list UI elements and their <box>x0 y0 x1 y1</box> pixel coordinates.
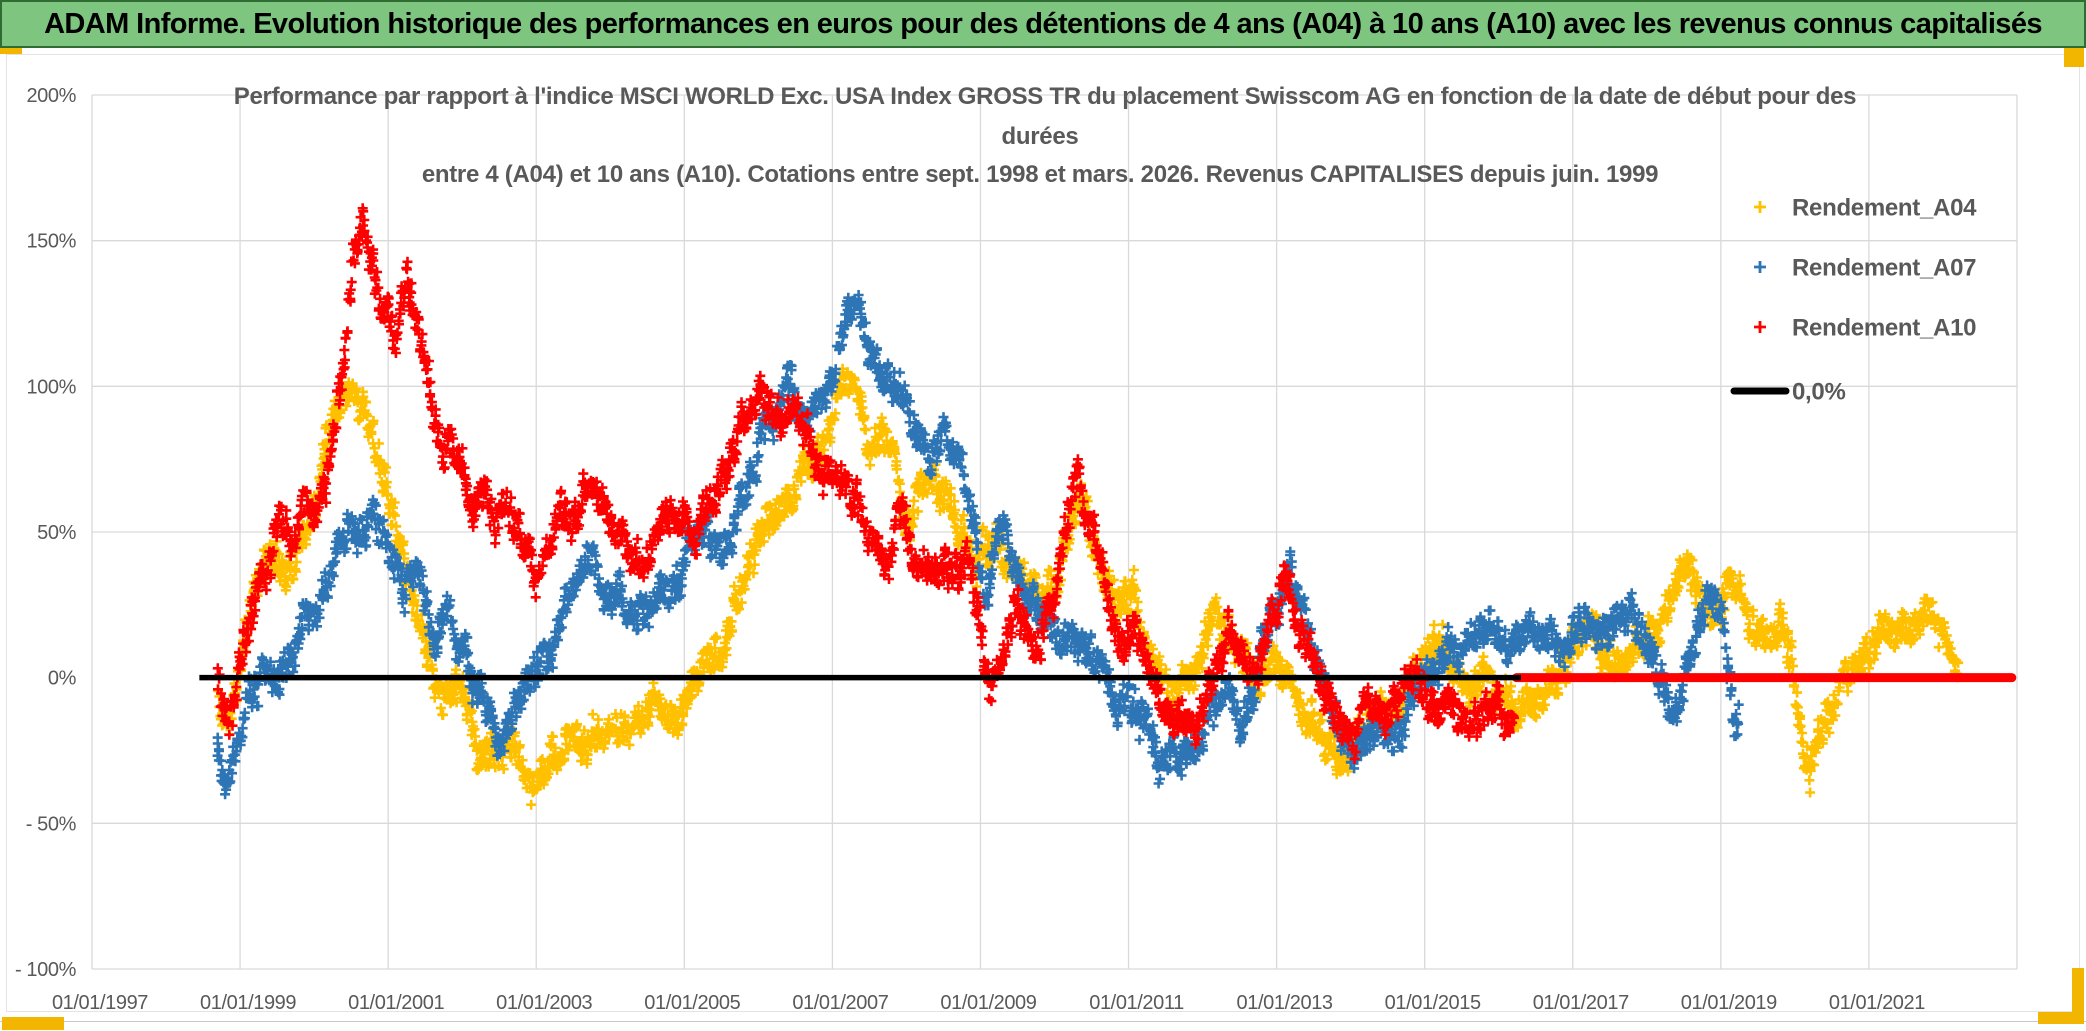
chart-title-line2: durées <box>1002 123 1079 150</box>
y-tick-label: 50% <box>37 522 76 544</box>
gold-accent-bottom-right <box>2038 1012 2084 1024</box>
scrollbar-track[interactable] <box>0 1021 2086 1031</box>
grid-layer <box>91 94 2018 970</box>
gold-accent-bottom-left <box>2 1017 64 1030</box>
legend-plus-marker-icon <box>1754 201 1766 213</box>
legend-item-rendement-a07[interactable]: Rendement_A07 <box>1754 255 1976 282</box>
header-title: ADAM Informe. Evolution historique des p… <box>44 7 2042 40</box>
series-layer <box>199 203 2017 810</box>
y-tick-label: - 50% <box>26 813 77 835</box>
x-tick-label: 01/01/2015 <box>1385 992 1481 1014</box>
chart-title-line3: entre 4 (A04) et 10 ans (A10). Cotations… <box>422 161 1658 188</box>
x-tick-label: 01/01/2001 <box>348 992 444 1014</box>
x-tick-label: 01/01/2003 <box>496 992 592 1014</box>
x-tick-label: 01/01/1999 <box>200 992 296 1014</box>
y-tick-label: 200% <box>26 85 76 107</box>
legend-label: Rendement_A10 <box>1792 315 1976 342</box>
series-rendement_a07-markers[interactable] <box>212 290 1744 800</box>
y-tick-label: 150% <box>26 231 76 253</box>
x-tick-label: 01/01/2021 <box>1829 992 1925 1014</box>
x-tick-label: 01/01/2005 <box>644 992 740 1014</box>
legend-item-0-0-[interactable]: 0,0% <box>1730 379 1846 406</box>
gold-accent-top-right <box>2064 48 2084 67</box>
legend-label: Rendement_A04 <box>1792 195 1977 222</box>
x-tick-label: 01/01/2007 <box>792 992 888 1014</box>
legend-plus-marker-icon <box>1754 321 1766 333</box>
gold-accent-top-left <box>0 48 22 54</box>
x-tick-label: 01/01/1997 <box>52 992 148 1014</box>
chart-title-line1: Performance par rapport à l'indice MSCI … <box>234 83 1856 110</box>
series-rendement_a10-markers[interactable] <box>212 203 1519 764</box>
gold-accent-right-edge <box>2072 968 2084 1023</box>
legend[interactable]: Rendement_A04 Rendement_A07 Rendement_A10 0… <box>1730 195 1977 406</box>
axis-layer: 200% 150% 100% 50% 0% - 50% - 100% 01/01/1997 01… <box>15 85 1926 1014</box>
legend-item-rendement-a10[interactable]: Rendement_A10 <box>1754 315 1976 342</box>
header-bar: ADAM Informe. Evolution historique des p… <box>0 0 2086 48</box>
legend-label: 0,0% <box>1792 379 1846 406</box>
legend-plus-marker-icon <box>1754 261 1766 273</box>
legend-item-rendement-a04[interactable]: Rendement_A04 <box>1754 195 1977 222</box>
x-tick-label: 01/01/2011 <box>1089 992 1184 1014</box>
legend-label: Rendement_A07 <box>1792 255 1976 282</box>
x-tick-label: 01/01/2019 <box>1681 992 1777 1014</box>
x-tick-label: 01/01/2013 <box>1237 992 1333 1014</box>
x-tick-label: 01/01/2017 <box>1533 992 1629 1014</box>
series-rendement_a04-markers[interactable] <box>213 363 1964 810</box>
x-tick-label: 01/01/2009 <box>940 992 1036 1014</box>
y-tick-label: - 100% <box>15 959 77 981</box>
y-tick-label: 0% <box>48 668 77 690</box>
y-tick-label: 100% <box>26 376 76 398</box>
